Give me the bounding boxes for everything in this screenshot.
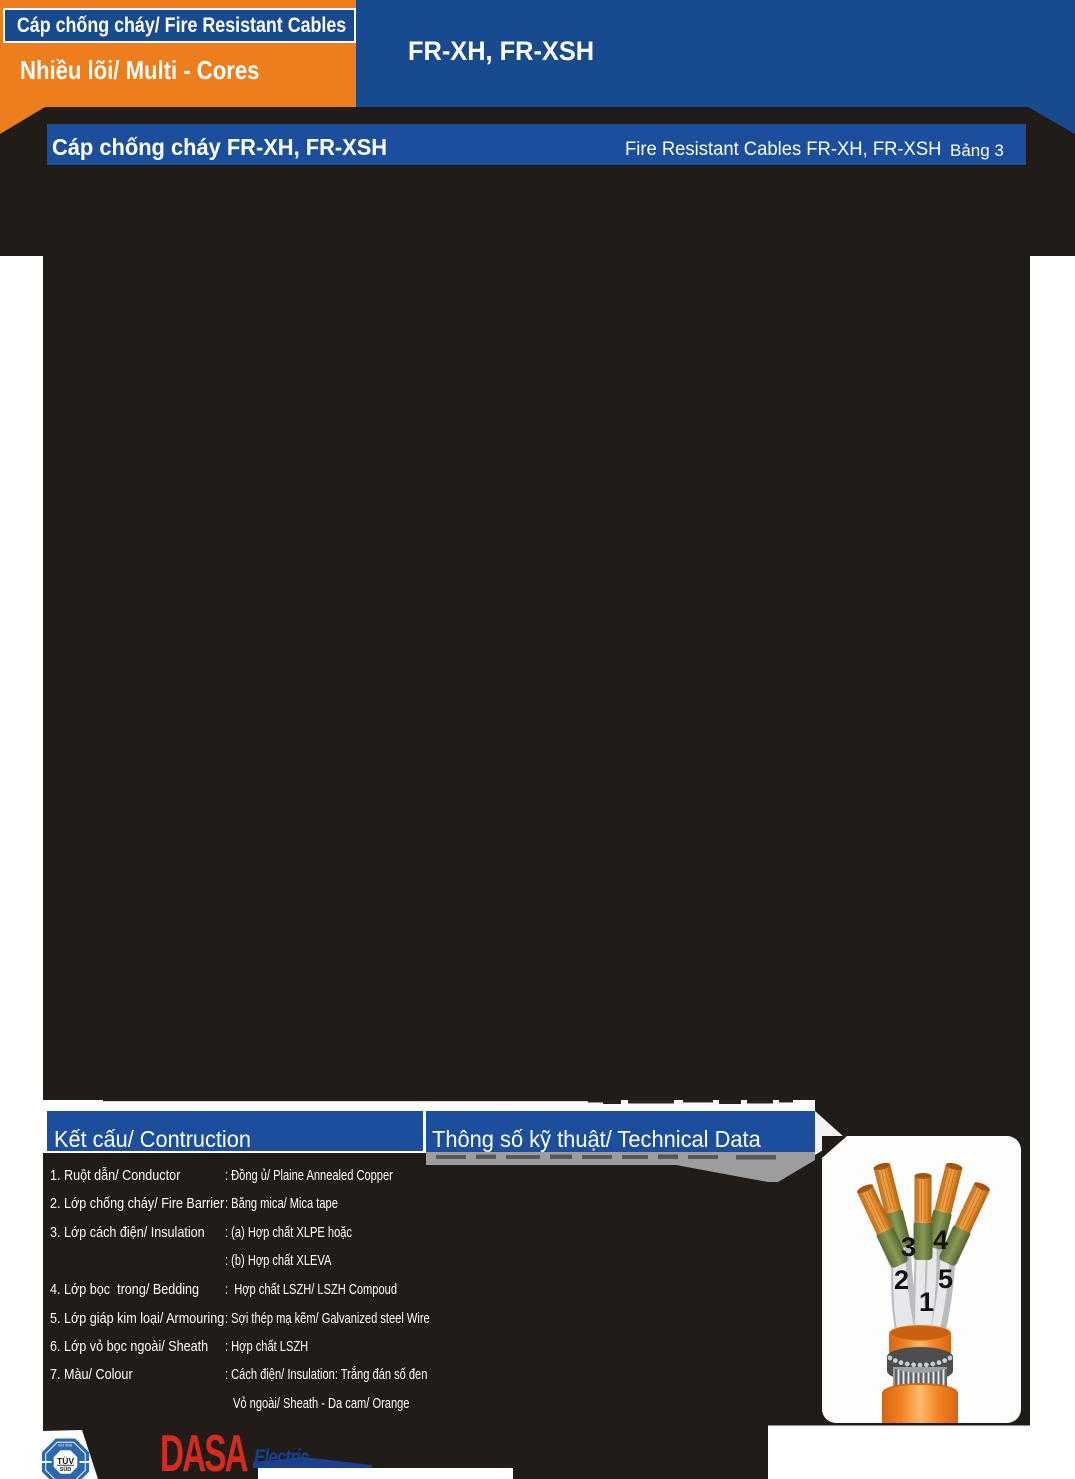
svg-text:4: 4 — [933, 1225, 948, 1255]
svg-text:3: 3 — [901, 1232, 916, 1262]
svg-text:5: 5 — [938, 1264, 953, 1294]
svg-text:2: 2 — [894, 1265, 909, 1295]
svg-text:ISO 9001: ISO 9001 — [58, 1443, 72, 1447]
svg-text:TÜV: TÜV — [57, 1456, 74, 1466]
svg-text:1: 1 — [919, 1287, 934, 1317]
svg-text:SÜD: SÜD — [60, 1466, 72, 1473]
